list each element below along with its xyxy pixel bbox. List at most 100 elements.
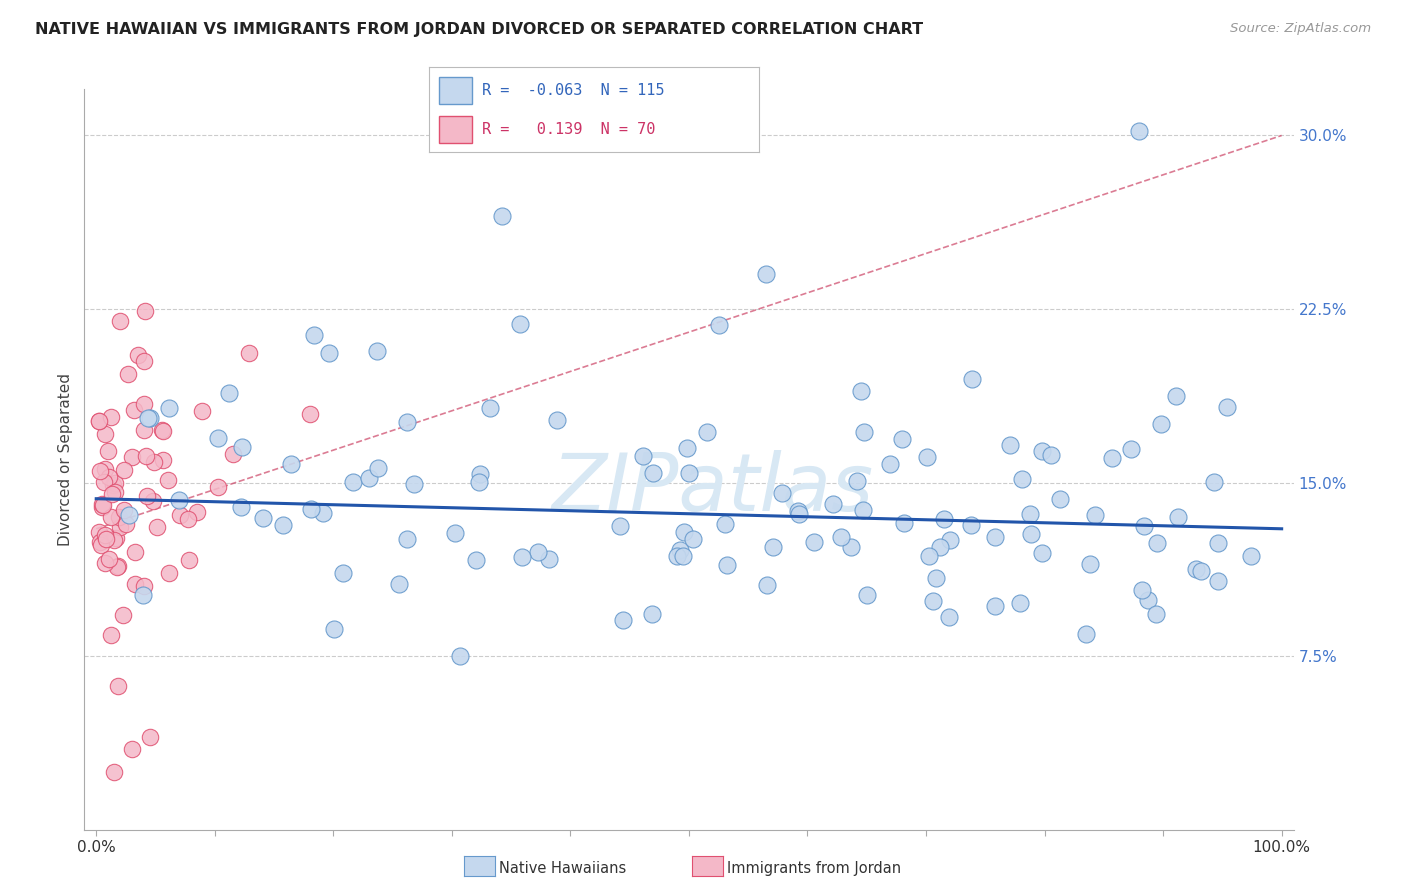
Point — [104, 475, 127, 490]
Point — [101, 487, 124, 501]
Point — [918, 549, 941, 564]
Point — [177, 553, 200, 567]
Point — [135, 449, 157, 463]
Text: Native Hawaiians: Native Hawaiians — [499, 861, 627, 876]
Point — [1019, 508, 1042, 522]
Point — [641, 607, 664, 622]
Point — [107, 559, 129, 574]
Y-axis label: Divorced or Separated: Divorced or Separated — [58, 373, 73, 546]
Point — [366, 344, 388, 359]
Text: Immigrants from Jordan: Immigrants from Jordan — [727, 861, 901, 876]
Point — [1040, 448, 1063, 462]
Point — [127, 348, 149, 362]
Point — [97, 443, 120, 458]
Point — [803, 535, 825, 549]
Point — [1019, 527, 1042, 541]
Point — [856, 589, 879, 603]
Point — [152, 424, 174, 438]
Point — [1101, 450, 1123, 465]
Point — [893, 516, 915, 531]
Point — [318, 345, 340, 359]
Point — [367, 461, 389, 475]
Point — [939, 533, 962, 548]
Point — [207, 479, 229, 493]
Point — [299, 502, 322, 516]
Point — [91, 497, 114, 511]
Point — [1078, 557, 1101, 571]
Point — [468, 467, 491, 481]
Point — [678, 466, 700, 480]
Point — [90, 538, 112, 552]
Point — [770, 486, 793, 500]
Point — [107, 509, 129, 524]
Point — [114, 516, 136, 531]
Point — [1008, 596, 1031, 610]
Point — [142, 494, 165, 508]
Point — [849, 384, 872, 398]
Point — [396, 532, 419, 546]
Point — [94, 556, 117, 570]
Point — [132, 353, 155, 368]
Point — [118, 508, 141, 523]
Point — [960, 372, 983, 386]
Point — [121, 741, 143, 756]
Point — [132, 579, 155, 593]
Point — [100, 510, 122, 524]
Point — [93, 475, 115, 490]
Point — [218, 386, 240, 401]
Point — [138, 730, 160, 744]
Point — [932, 511, 955, 525]
Point — [879, 458, 901, 472]
Point — [157, 401, 180, 415]
Point — [1133, 518, 1156, 533]
Point — [94, 528, 117, 542]
Point — [449, 648, 471, 663]
Point — [396, 416, 419, 430]
Text: ZIPat​las: ZIPat​las — [553, 450, 875, 528]
Point — [98, 470, 121, 484]
Point — [1202, 475, 1225, 489]
Point — [527, 545, 550, 559]
Point — [231, 440, 253, 454]
Point — [94, 461, 117, 475]
Point — [132, 588, 155, 602]
Point — [157, 566, 180, 580]
Point — [762, 541, 785, 555]
Point — [1166, 389, 1188, 403]
Point — [672, 549, 695, 563]
Point — [152, 423, 174, 437]
Point — [124, 576, 146, 591]
Point — [1084, 508, 1107, 522]
Point — [786, 504, 808, 518]
Point — [89, 535, 111, 549]
Point — [707, 318, 730, 333]
Point — [1031, 444, 1053, 458]
Point — [612, 613, 634, 627]
Point — [787, 507, 810, 521]
Point — [207, 431, 229, 445]
Point — [1206, 574, 1229, 588]
Point — [468, 475, 491, 489]
Point — [1130, 582, 1153, 597]
Point — [852, 503, 875, 517]
Point — [143, 455, 166, 469]
Point — [929, 541, 952, 555]
Point — [404, 476, 426, 491]
Point — [479, 401, 502, 415]
Point — [831, 531, 853, 545]
Point — [1144, 607, 1167, 622]
Point — [186, 505, 208, 519]
Point — [124, 545, 146, 559]
Point — [546, 413, 568, 427]
Point — [1206, 536, 1229, 550]
Point — [121, 450, 143, 465]
Point — [1074, 627, 1097, 641]
Point — [271, 518, 294, 533]
Point — [97, 551, 120, 566]
Point — [89, 464, 111, 478]
Point — [280, 457, 302, 471]
Point — [298, 407, 321, 421]
Point — [87, 525, 110, 540]
Point — [342, 475, 364, 490]
Point — [136, 410, 159, 425]
